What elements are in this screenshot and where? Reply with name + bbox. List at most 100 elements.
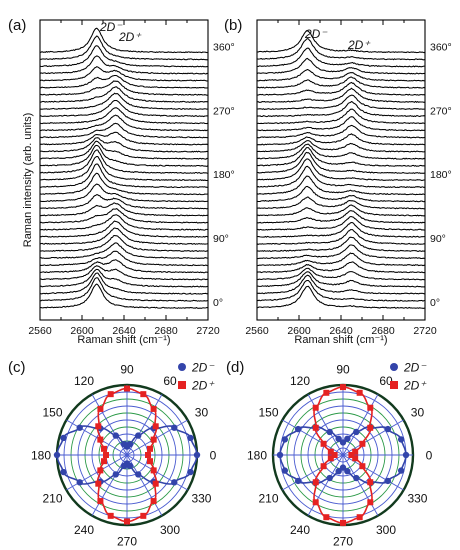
spectrum-line [256, 140, 426, 153]
data-point [312, 424, 319, 431]
series-2d-minus [53, 424, 201, 486]
data-point [101, 458, 108, 465]
spectrum-line [39, 277, 209, 302]
data-point [112, 432, 120, 439]
spectra-panel-b: (b) 2560 2600 2640 2680 2720 Raman shift (cm⁻¹… [224, 17, 452, 346]
polar-angle-label: 330 [407, 492, 427, 506]
spectrum-line [40, 155, 209, 182]
polar-angle-label: 300 [160, 523, 180, 537]
data-point [335, 435, 342, 442]
spectrum-line [39, 140, 209, 160]
x-tick-label: 2640 [112, 325, 136, 337]
data-point [187, 434, 194, 442]
spectrum-line [256, 57, 426, 75]
angle-label: 270° [213, 105, 235, 117]
polar-angle-label: 150 [259, 406, 279, 420]
data-point [97, 467, 104, 474]
data-point [294, 425, 302, 433]
data-point [367, 499, 374, 506]
spectrum-line [256, 38, 426, 61]
spectrum-line [256, 216, 426, 231]
data-point [340, 519, 346, 526]
data-point [335, 468, 342, 475]
spectrum-line [256, 151, 426, 174]
spectrum-line [256, 68, 426, 82]
data-point [150, 436, 157, 443]
spectrum-line [39, 250, 208, 267]
polar-spoke [66, 419, 128, 456]
polar-angle-label: 270 [117, 535, 137, 549]
data-point [312, 404, 319, 411]
data-point [353, 474, 360, 482]
angle-label: 360° [213, 41, 235, 53]
data-point [124, 518, 130, 525]
series-2d-plus [95, 385, 159, 525]
spectrum-line [39, 242, 208, 259]
data-point [331, 452, 338, 458]
spectrum-line [256, 81, 426, 96]
spectrum-line [256, 87, 426, 103]
panel-label: (c) [8, 359, 26, 376]
data-point [367, 404, 374, 411]
data-point [101, 445, 108, 452]
data-point [76, 424, 83, 431]
polar-angle-label: 300 [376, 523, 396, 537]
spectrum-line [256, 76, 426, 89]
x-tick-label: 2640 [329, 325, 353, 337]
data-point [344, 435, 351, 442]
polar-angle-label: 180 [31, 449, 51, 463]
legend-marker [178, 381, 186, 389]
data-point [60, 434, 67, 442]
data-point [97, 498, 104, 505]
polar-angle-label: 180 [247, 449, 267, 463]
spectrum-line [256, 116, 426, 132]
peak-label-2d-minus: 2D⁻ [304, 27, 328, 41]
spectrum-line [39, 27, 209, 54]
data-point [150, 467, 157, 474]
spectrum-line [40, 194, 209, 210]
panel-label: (b) [224, 17, 242, 34]
spectrum-line [39, 99, 209, 118]
data-point [150, 498, 157, 505]
data-point [146, 445, 153, 452]
polar-spoke [307, 454, 344, 516]
polar-spoke [126, 454, 188, 491]
spectrum-line [256, 158, 426, 182]
data-point [344, 468, 351, 475]
spectrum-line [39, 227, 209, 245]
legend-label: 2D⁻ [191, 361, 215, 375]
data-point [327, 455, 334, 462]
data-point [327, 448, 334, 455]
spectrum-line [256, 185, 426, 203]
spectrum-line [40, 80, 209, 96]
data-point [95, 423, 102, 430]
data-point [402, 451, 410, 459]
spectrum-line [256, 133, 426, 146]
legend-marker [390, 381, 398, 389]
data-point [97, 405, 104, 412]
data-point [323, 514, 330, 521]
polar-angle-label: 60 [379, 374, 393, 388]
spectrum-line [40, 122, 209, 139]
legend-marker [390, 363, 398, 371]
polar-angle-label: 270 [333, 535, 353, 549]
peak-label-2d-plus: 2D⁺ [347, 38, 371, 52]
spectrum-line [257, 29, 426, 54]
data-point [326, 428, 333, 436]
data-point [312, 479, 319, 486]
data-point [53, 451, 61, 459]
polar-spoke [342, 419, 404, 456]
spectrum-line [256, 147, 426, 167]
x-tick-label: 2560 [28, 325, 52, 337]
spectrum-line [256, 124, 426, 139]
polar-angle-label: 30 [195, 406, 209, 420]
polar-angle-label: 240 [290, 523, 310, 537]
data-point [397, 467, 405, 474]
data-point [356, 514, 363, 521]
data-point [356, 389, 363, 396]
polar-angle-label: 240 [74, 523, 94, 537]
data-point [126, 462, 134, 470]
spectrum-line [256, 236, 426, 252]
series-2d-plus [312, 384, 374, 526]
spectrum-line [256, 196, 426, 210]
